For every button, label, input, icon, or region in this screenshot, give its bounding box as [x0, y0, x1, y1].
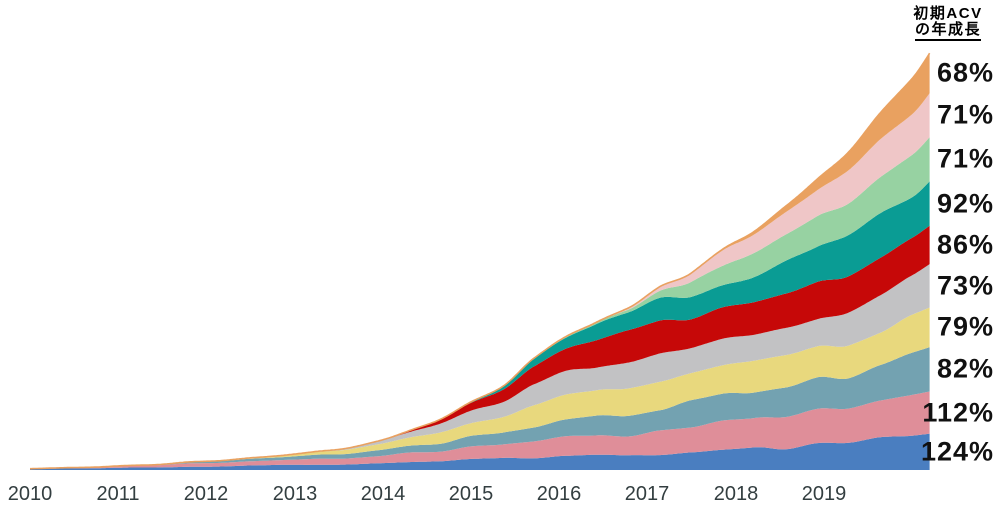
area-cohort-2012: [30, 347, 930, 469]
x-tick-2012: 2012: [183, 483, 229, 505]
growth-label-cohort-2013: 79%: [936, 311, 994, 342]
x-tick-2010: 2010: [7, 483, 53, 505]
legend-title-line2: の年成長: [914, 22, 981, 41]
growth-label-cohort-2016: 92%: [936, 188, 994, 219]
x-tick-2017: 2017: [624, 483, 670, 505]
growth-label-cohort-2018: 71%: [936, 99, 994, 130]
x-tick-2018: 2018: [713, 483, 759, 505]
x-tick-2014: 2014: [360, 483, 406, 505]
x-tick-2015: 2015: [448, 483, 494, 505]
x-tick-2019: 2019: [801, 483, 847, 505]
legend-title-line1: 初期ACV: [913, 5, 983, 22]
area-cohort-2010: [30, 433, 930, 470]
x-tick-2011: 2011: [96, 483, 140, 505]
growth-label-cohort-2011: 112%: [922, 397, 994, 428]
growth-label-cohort-2014: 73%: [936, 270, 994, 301]
stack-top-edge-line: [30, 52, 931, 470]
growth-label-cohort-2017: 71%: [936, 143, 994, 174]
growth-label-cohort-2012: 82%: [936, 353, 994, 384]
growth-label-cohort-2015: 86%: [936, 229, 994, 260]
area-cohort-2013: [30, 307, 930, 469]
growth-label-cohort-2010: 124%: [920, 436, 994, 467]
growth-label-cohort-2019: 68%: [936, 57, 994, 88]
x-tick-2016: 2016: [536, 483, 582, 505]
area-cohort-2011: [30, 391, 930, 469]
x-tick-2013: 2013: [272, 483, 318, 505]
legend-title: 初期ACV の年成長: [898, 6, 998, 41]
